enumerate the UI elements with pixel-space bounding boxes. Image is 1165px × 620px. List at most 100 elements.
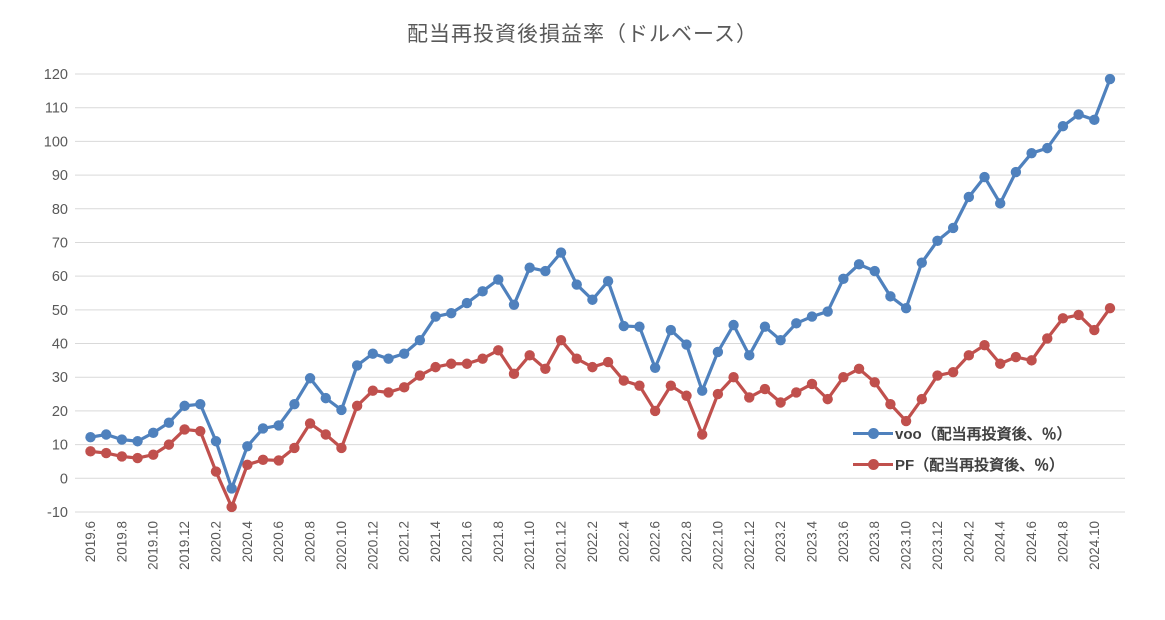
data-point — [885, 291, 896, 302]
data-point — [571, 353, 582, 364]
data-point — [289, 398, 300, 410]
x-tick-label: 2019.12 — [177, 521, 192, 570]
x-tick-label: 2022.8 — [679, 521, 694, 562]
data-point — [414, 370, 426, 381]
x-tick-label: 2023.8 — [867, 521, 882, 562]
data-point — [257, 423, 269, 434]
data-point — [681, 390, 692, 401]
voo-series-swatch-icon — [853, 421, 893, 445]
data-point — [383, 353, 394, 364]
data-point — [932, 235, 943, 246]
data-point — [979, 171, 990, 183]
data-point — [414, 334, 426, 346]
data-point — [963, 191, 975, 203]
x-tick-label: 2021.8 — [491, 521, 506, 562]
data-point — [257, 454, 269, 465]
data-point — [947, 222, 959, 234]
data-point — [85, 432, 96, 443]
data-point — [806, 378, 818, 390]
data-point — [1010, 166, 1022, 178]
data-point — [775, 397, 786, 408]
data-point — [681, 339, 692, 350]
data-point — [853, 363, 865, 375]
legend-label-pf: PF（配当再投資後、％） — [895, 456, 1065, 474]
data-point — [1089, 324, 1100, 336]
data-point — [148, 449, 159, 460]
data-point — [242, 441, 253, 452]
data-point — [916, 393, 927, 405]
data-point — [226, 501, 237, 513]
data-point — [728, 372, 739, 383]
data-point — [446, 358, 457, 369]
y-tick-label: 70 — [52, 235, 68, 251]
data-point — [900, 302, 912, 314]
pf-series-markers — [85, 302, 1116, 513]
data-point — [398, 382, 410, 393]
data-point — [320, 429, 331, 440]
data-point — [461, 297, 473, 309]
y-tick-label: -10 — [47, 505, 68, 521]
data-point — [85, 446, 96, 457]
x-tick-label: 2024.2 — [961, 521, 976, 562]
y-tick-label: 60 — [52, 269, 68, 285]
data-point — [697, 429, 708, 440]
data-point — [163, 439, 175, 450]
data-point — [508, 299, 520, 310]
data-point — [1057, 121, 1069, 132]
data-point — [336, 404, 347, 416]
y-tick-label: 100 — [44, 134, 68, 150]
data-point — [477, 353, 488, 364]
x-tick-label: 2022.12 — [742, 521, 757, 570]
y-tick-label: 20 — [52, 404, 68, 420]
x-tick-label: 2023.2 — [773, 521, 788, 562]
data-point — [524, 262, 535, 273]
data-point — [759, 383, 771, 395]
data-point — [148, 427, 159, 439]
data-point — [995, 198, 1006, 209]
data-point — [853, 259, 865, 270]
chart-legend: voo（配当再投資後、％） PF（配当再投資後、％） — [853, 421, 1153, 476]
x-tick-label: 2021.10 — [522, 521, 537, 570]
data-point — [665, 380, 677, 391]
data-point — [461, 358, 473, 369]
data-point — [759, 321, 771, 332]
data-point — [1010, 351, 1022, 363]
data-point — [1057, 313, 1069, 324]
legend-label-voo: voo（配当再投資後、％） — [895, 425, 1072, 443]
data-point — [806, 311, 818, 322]
x-tick-label: 2022.2 — [585, 521, 600, 562]
data-point — [791, 387, 802, 398]
data-point — [1042, 333, 1053, 344]
data-point — [163, 417, 175, 428]
x-tick-label: 2023.6 — [836, 521, 851, 562]
data-point — [242, 459, 253, 471]
data-point — [493, 345, 504, 356]
data-point — [116, 434, 128, 445]
x-tick-label: 2024.8 — [1055, 521, 1070, 562]
data-point — [728, 319, 739, 331]
data-point — [195, 398, 206, 410]
legend-item-voo: voo（配当再投資後、％） — [853, 421, 1153, 445]
voo-marker-icon — [867, 427, 879, 439]
data-point — [979, 340, 990, 351]
data-point — [822, 306, 833, 317]
data-point — [1073, 109, 1084, 120]
data-point — [1089, 114, 1100, 126]
data-point — [587, 294, 598, 305]
data-point — [885, 398, 896, 410]
data-point — [210, 466, 222, 477]
data-point — [649, 405, 661, 417]
data-point — [634, 321, 645, 332]
data-point — [100, 447, 112, 459]
x-tick-label: 2022.10 — [710, 521, 725, 570]
pf-series-swatch-icon — [853, 452, 893, 476]
y-tick-label: 40 — [52, 337, 68, 353]
data-point — [289, 442, 300, 454]
data-point — [336, 442, 347, 454]
data-point — [179, 400, 190, 412]
x-tick-label: 2023.12 — [930, 521, 945, 570]
x-tick-label: 2019.8 — [114, 521, 129, 562]
data-point — [712, 388, 724, 400]
